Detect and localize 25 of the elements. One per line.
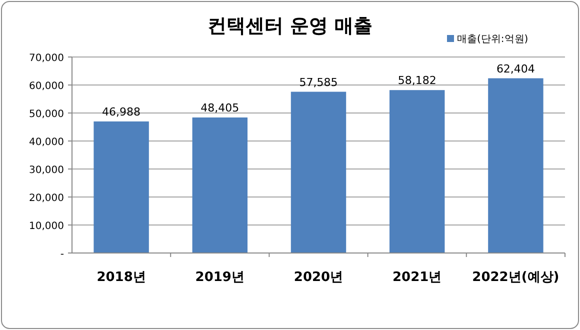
y-tick-label: 20,000 [29, 193, 64, 204]
data-label: 58,182 [398, 74, 436, 88]
chart-title: 컨택센터 운영 매출 [207, 15, 373, 37]
data-label: 48,405 [200, 101, 240, 114]
bar [488, 78, 544, 253]
x-tick-label: 2022년(예상) [472, 270, 560, 285]
y-tick-label: 50,000 [29, 109, 64, 120]
y-tick-label: - [60, 249, 64, 260]
y-tick-label: 40,000 [29, 137, 64, 148]
data-label: 62,404 [496, 62, 535, 76]
data-label: 46,988 [102, 105, 141, 118]
y-tick-label: 10,000 [29, 221, 64, 232]
x-tick-label: 2018년 [96, 270, 146, 285]
bar [389, 90, 445, 253]
bar [290, 92, 346, 253]
x-tick-label: 2019년 [195, 270, 244, 285]
y-tick-label: 70,000 [29, 53, 64, 64]
y-tick-label: 30,000 [29, 165, 64, 176]
x-tick-label: 2020년 [294, 270, 344, 285]
data-label: 57,585 [299, 76, 338, 89]
bar [94, 121, 149, 253]
legend-label: 매출(단위:억원) [457, 34, 528, 45]
x-tick-label: 2021년 [392, 270, 442, 285]
bar [192, 117, 248, 253]
y-tick-label: 60,000 [29, 81, 64, 92]
